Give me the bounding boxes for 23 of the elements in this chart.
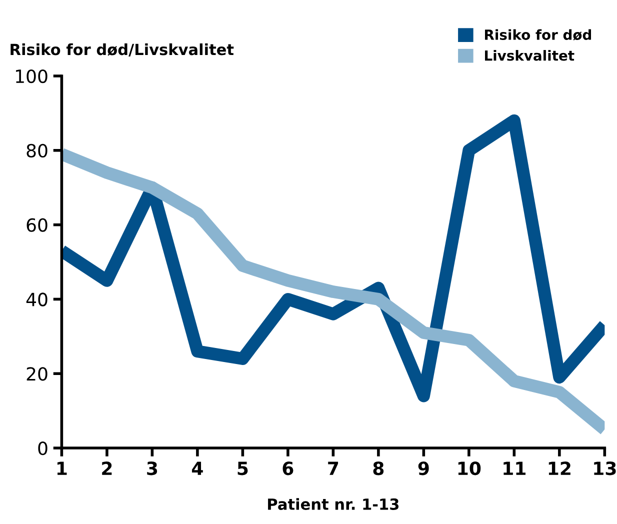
x-tick-label: 10: [458, 462, 481, 476]
legend-label: Risiko for død: [485, 29, 591, 40]
x-axis-title: Patient nr. 1-13: [268, 498, 399, 510]
x-tick-label: 8: [373, 462, 384, 476]
x-tick-label: 13: [594, 462, 616, 476]
x-tick-label: 9: [418, 462, 429, 476]
x-tick-label: 2: [102, 462, 112, 475]
x-tick-label: 4: [192, 462, 203, 475]
y-tick-label: 20: [26, 367, 48, 381]
x-tick-label: 5: [238, 462, 248, 476]
y-tick-label: 80: [26, 144, 48, 158]
legend-label: Livskvalitet: [485, 50, 574, 61]
x-tick-label: 1: [57, 462, 67, 475]
x-tick-label: 12: [548, 462, 570, 475]
y-tick-label: 0: [38, 441, 48, 456]
y-tick-label: 60: [26, 218, 48, 232]
x-tick-label: 6: [282, 462, 294, 476]
x-tick-label: 11: [504, 462, 526, 475]
x-tick-label: 3: [147, 462, 158, 476]
y-tick-label: 40: [26, 292, 48, 306]
y-axis-title: Risiko for død/Livskvalitet: [10, 43, 234, 56]
x-tick-label: 7: [328, 462, 338, 475]
y-tick-label: 100: [16, 69, 48, 84]
